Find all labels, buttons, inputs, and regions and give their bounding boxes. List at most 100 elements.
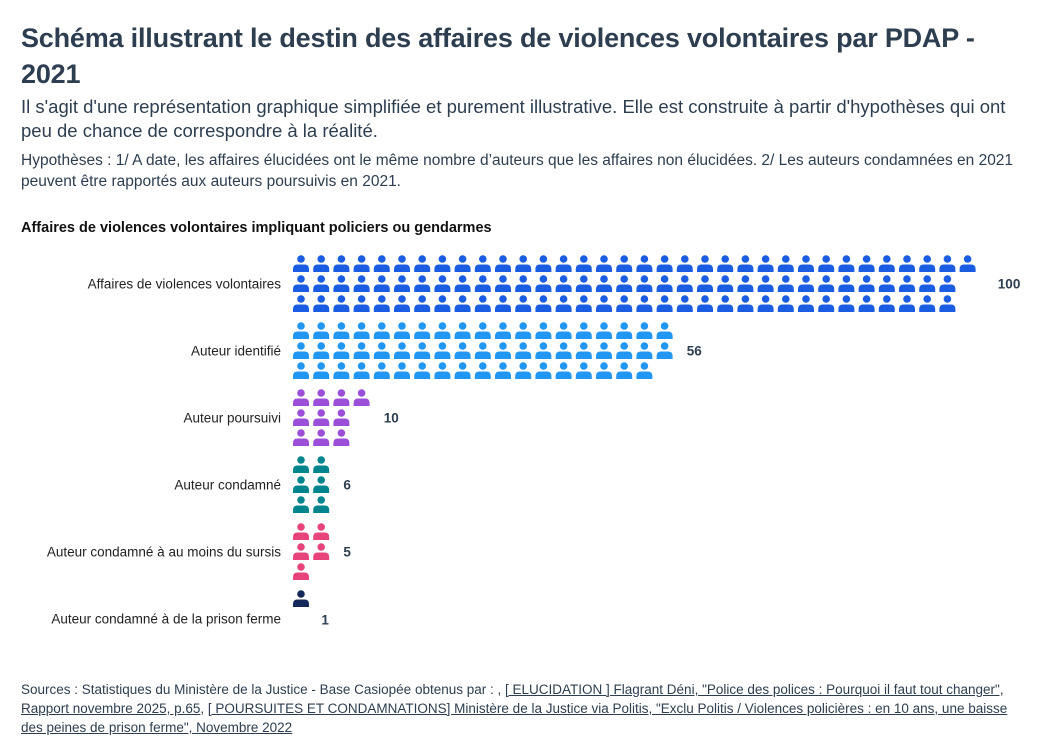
person-icon (495, 342, 511, 359)
value-label: 6 (343, 478, 351, 493)
person-icon (616, 295, 633, 312)
person-icon (818, 275, 835, 292)
person-icon (515, 322, 532, 339)
person-icon (454, 362, 471, 379)
person-icon (394, 295, 410, 312)
category-group: Auteur poursuivi 10 (183, 389, 399, 446)
person-icon (333, 275, 350, 292)
person-icon (535, 255, 552, 272)
person-icon (515, 255, 532, 272)
person-icon (535, 322, 552, 339)
person-icon (737, 255, 754, 272)
person-icon (555, 322, 572, 339)
person-icon (293, 409, 309, 426)
person-icon (535, 342, 552, 359)
person-icon (535, 275, 552, 292)
person-icon (858, 295, 875, 312)
person-icon (596, 362, 612, 379)
person-icon (858, 255, 875, 272)
person-icon (676, 275, 693, 292)
person-icon (616, 275, 633, 292)
person-icon (313, 389, 330, 406)
person-icon (394, 275, 410, 292)
person-icon (293, 456, 309, 473)
category-label: Auteur condamné à au moins du sursis (47, 545, 281, 560)
source-link-poursuites[interactable]: [ POURSUITES ET CONDAMNATIONS] Ministère… (21, 701, 1008, 735)
person-icon (293, 563, 309, 580)
person-icon (434, 362, 451, 379)
category-group: Auteur identifié 56 (191, 322, 702, 379)
person-icon (313, 476, 330, 493)
person-icon (333, 429, 350, 446)
person-icon (939, 255, 956, 272)
chart-title: Schéma illustrant le destin des affaires… (21, 23, 975, 89)
person-icon (293, 523, 309, 540)
person-icon (333, 389, 350, 406)
person-icon (414, 255, 431, 272)
person-icon (313, 362, 330, 379)
person-icon (656, 295, 673, 312)
person-icon (575, 322, 592, 339)
person-icon (353, 342, 370, 359)
person-icon (333, 255, 350, 272)
person-icon (394, 322, 410, 339)
person-icon (757, 275, 774, 292)
person-icon (676, 295, 693, 312)
category-label: Auteur identifié (191, 344, 281, 359)
person-icon (434, 322, 451, 339)
person-icon (616, 362, 633, 379)
person-icon (293, 496, 309, 513)
person-icon (838, 275, 855, 292)
person-icon (676, 255, 693, 272)
person-icon (434, 255, 451, 272)
person-icon (737, 275, 754, 292)
person-icon (919, 275, 936, 292)
person-icon (434, 342, 451, 359)
person-icon (818, 295, 835, 312)
person-icon (414, 295, 431, 312)
person-icon (838, 255, 855, 272)
person-icon (636, 342, 653, 359)
person-icon (798, 255, 814, 272)
person-icon (414, 342, 431, 359)
person-icon (555, 295, 572, 312)
sources-prefix: Sources : Statistiques du Ministère de l… (21, 682, 506, 697)
person-icon (757, 255, 774, 272)
person-icon (454, 295, 471, 312)
person-icon (697, 295, 713, 312)
person-icon (333, 295, 350, 312)
person-icon (353, 389, 370, 406)
person-icon (353, 295, 370, 312)
person-icon (575, 342, 592, 359)
person-icon (333, 322, 350, 339)
person-icon (575, 295, 592, 312)
person-icon (293, 275, 309, 292)
person-icon (293, 429, 309, 446)
person-icon (353, 322, 370, 339)
person-icon (353, 255, 370, 272)
person-icon (757, 295, 774, 312)
person-icon (333, 409, 350, 426)
person-icon (596, 295, 612, 312)
person-icon (313, 295, 330, 312)
person-icon (293, 476, 309, 493)
sources-separator: , (200, 701, 208, 716)
value-label: 56 (687, 344, 703, 359)
person-icon (717, 255, 734, 272)
value-label: 1 (321, 613, 329, 628)
person-icon (474, 295, 491, 312)
person-icon (555, 362, 572, 379)
source-link-elucidation[interactable]: [ ELUCIDATION ] Flagrant Déni, "Police d… (21, 682, 1004, 716)
person-icon (333, 362, 350, 379)
person-icon (575, 362, 592, 379)
person-icon (313, 496, 330, 513)
person-icon (899, 255, 915, 272)
person-icon (636, 362, 653, 379)
person-icon (313, 523, 330, 540)
person-icon (293, 342, 309, 359)
person-icon (373, 362, 390, 379)
person-icon (697, 255, 713, 272)
person-icon (596, 255, 612, 272)
person-icon (656, 255, 673, 272)
person-icon (454, 342, 471, 359)
